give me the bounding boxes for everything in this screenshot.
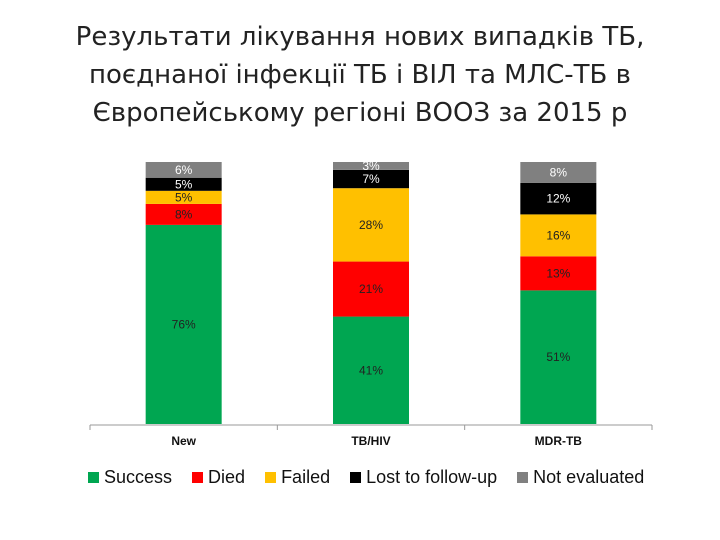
data-label-tb-hiv-success: 41% bbox=[359, 363, 383, 377]
bar-tb-hiv-died bbox=[333, 261, 409, 317]
bar-new-lost-to-follow-up bbox=[145, 177, 222, 191]
data-label-mdr-tb-not-evaluated: 8% bbox=[550, 165, 568, 179]
legend-swatch-not-evaluated bbox=[517, 471, 529, 483]
bar-new-died bbox=[145, 203, 222, 225]
data-label-tb-hiv-died: 21% bbox=[359, 282, 383, 296]
slide-title-line-3: Європейському регіоні ВООЗ за 2015 р bbox=[92, 98, 628, 128]
slide-title: Результати лікування нових випадків ТБ, … bbox=[40, 18, 680, 132]
bar-mdr-tb-failed bbox=[520, 214, 597, 257]
bar-mdr-tb-success bbox=[520, 290, 597, 424]
legend-label-not-evaluated: Not evaluated bbox=[533, 466, 645, 487]
bar-tb-hiv-failed bbox=[333, 188, 409, 262]
bar-tb-hiv-lost-to-follow-up bbox=[333, 169, 409, 189]
data-label-new-lost-to-follow-up: 5% bbox=[175, 177, 193, 191]
data-label-new-not-evaluated: 6% bbox=[175, 163, 193, 177]
bar-mdr-tb-lost-to-follow-up bbox=[520, 182, 597, 215]
legend-label-success: Success bbox=[104, 466, 173, 487]
data-label-tb-hiv-failed: 28% bbox=[359, 218, 383, 232]
legend-swatch-lost-to-follow-up bbox=[350, 471, 362, 483]
legend-label-died: Died bbox=[208, 466, 246, 487]
bar-new-not-evaluated bbox=[145, 162, 222, 178]
slide-title-line-2: поєднаної інфекції ТБ і ВІЛ та МЛС-ТБ в bbox=[88, 60, 631, 90]
legend-swatch-failed bbox=[265, 471, 277, 483]
legend-label-failed: Failed bbox=[281, 466, 331, 487]
category-label-new: New bbox=[171, 434, 196, 448]
bar-new-failed bbox=[145, 190, 222, 204]
legend-swatch-died bbox=[192, 471, 204, 483]
data-label-mdr-tb-lost-to-follow-up: 12% bbox=[546, 192, 570, 206]
bar-mdr-tb-not-evaluated bbox=[520, 162, 597, 183]
data-label-new-success: 76% bbox=[172, 317, 196, 331]
data-label-tb-hiv-not-evaluated: 3% bbox=[362, 159, 380, 173]
data-label-tb-hiv-lost-to-follow-up: 7% bbox=[362, 172, 380, 186]
bar-tb-hiv-success bbox=[333, 316, 409, 424]
legend-label-lost-to-follow-up: Lost to follow-up bbox=[366, 466, 498, 487]
legend-item-success: Success bbox=[88, 467, 172, 488]
legend-item-not-evaluated: Not evaluated bbox=[517, 467, 644, 488]
data-label-mdr-tb-success: 51% bbox=[546, 350, 570, 364]
legend-swatch-success bbox=[88, 471, 99, 483]
data-label-mdr-tb-died: 13% bbox=[546, 266, 570, 280]
bar-new-success bbox=[145, 224, 222, 424]
legend-item-died: Died bbox=[192, 467, 245, 488]
slide-title-line-1: Результати лікування нових випадків ТБ, bbox=[75, 22, 645, 52]
data-label-mdr-tb-failed: 16% bbox=[546, 228, 570, 242]
category-label-mdr-tb: MDR-TB bbox=[535, 434, 583, 448]
bar-tb-hiv-not-evaluated bbox=[333, 162, 409, 170]
category-label-tb-hiv: TB/HIV bbox=[351, 434, 390, 448]
legend-item-lost-to-follow-up: Lost to follow-up bbox=[350, 467, 497, 488]
bar-mdr-tb-died bbox=[520, 256, 597, 291]
chart-legend: Success Died Failed Lost to follow-up Not ev… bbox=[88, 463, 678, 491]
data-label-new-died: 8% bbox=[175, 207, 193, 221]
legend-item-failed: Failed bbox=[265, 467, 330, 488]
data-label-new-failed: 5% bbox=[175, 190, 193, 204]
